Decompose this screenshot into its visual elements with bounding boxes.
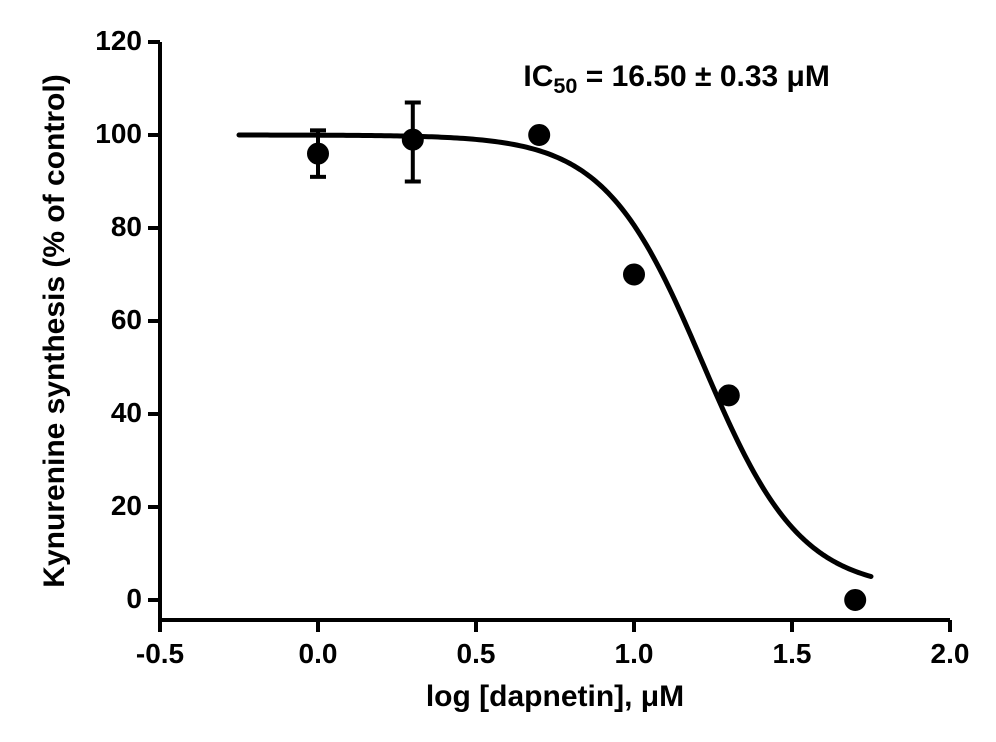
annotation-unit: μM [787, 60, 830, 93]
chart-container: Kynurenine synthesis (% of control) log … [0, 0, 996, 742]
ic50-annotation: IC50 = 16.50 ± 0.33 μM [523, 60, 830, 99]
x-tick-label: 2.0 [910, 638, 990, 670]
chart-svg [0, 0, 996, 742]
x-axis-label: log [dapnetin], μM [160, 680, 950, 714]
x-tick-label: 0.5 [436, 638, 516, 670]
y-tick-label: 20 [72, 490, 142, 522]
y-tick-label: 60 [72, 304, 142, 336]
x-tick-label: 1.0 [594, 638, 674, 670]
y-tick-label: 0 [72, 583, 142, 615]
x-tick-label: 1.5 [752, 638, 832, 670]
y-tick-label: 40 [72, 397, 142, 429]
y-tick-label: 100 [72, 118, 142, 150]
x-tick-label: -0.5 [120, 638, 200, 670]
annotation-prefix: IC [523, 60, 553, 93]
y-tick-label: 80 [72, 211, 142, 243]
annotation-value: = 16.50 ± 0.33 [577, 60, 786, 93]
y-tick-label: 120 [72, 25, 142, 57]
x-tick-label: 0.0 [278, 638, 358, 670]
annotation-subscript: 50 [553, 73, 577, 98]
y-axis-label: Kynurenine synthesis (% of control) [38, 42, 68, 620]
